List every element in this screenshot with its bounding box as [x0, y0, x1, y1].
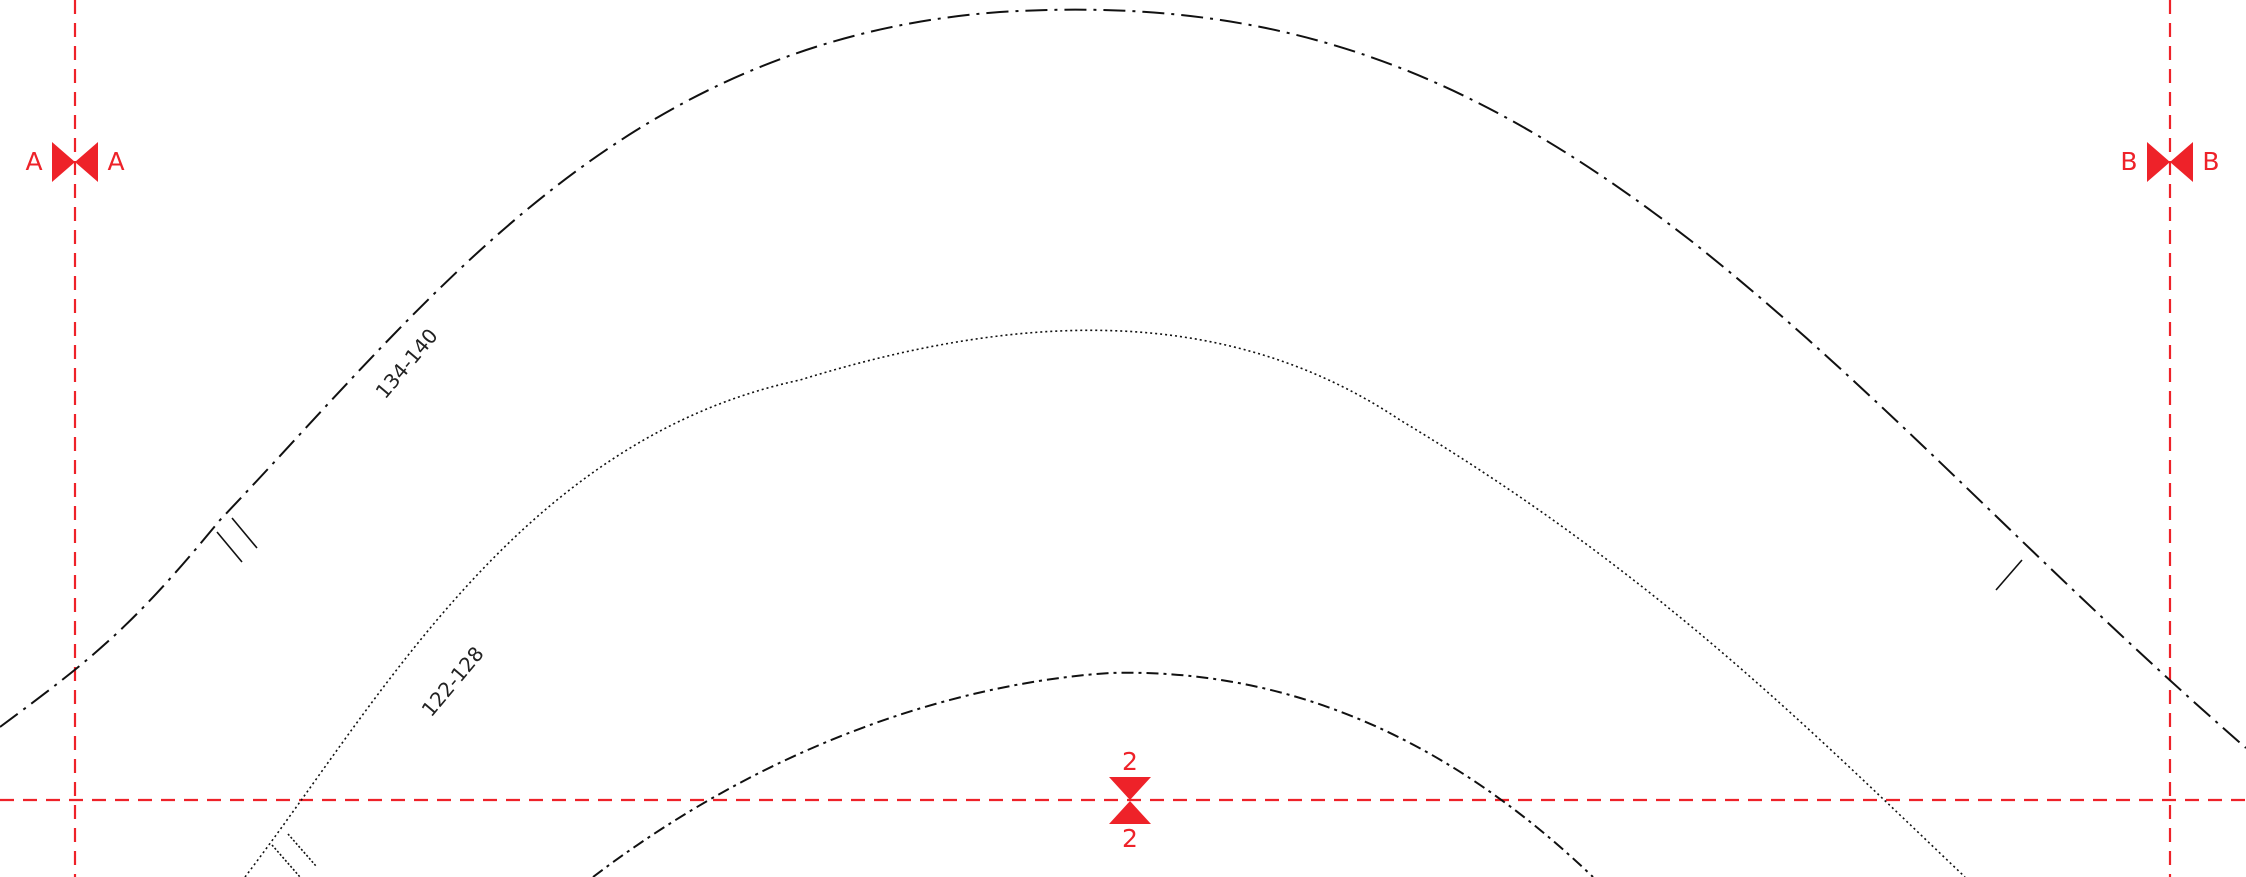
- marker-a-left-arrow: [52, 142, 75, 182]
- marker-2-top-label: 2: [1122, 747, 1138, 776]
- marker-2-bottom-label: 2: [1122, 824, 1138, 853]
- notch-marks: [216, 517, 2023, 877]
- outer-curve-size-label: 134-140: [371, 324, 443, 403]
- marker-b-left-label: B: [2120, 147, 2137, 176]
- marker-a-right-arrow: [75, 142, 98, 182]
- outer-curve: [0, 8, 2246, 749]
- marker-2: 2 2: [1109, 747, 1151, 853]
- marker-b-left-arrow: [2147, 142, 2170, 182]
- double-notch-outer-curve: [216, 517, 258, 563]
- marker-b-right-label: B: [2202, 147, 2219, 176]
- middle-curve-size-label: 122-128: [417, 642, 489, 721]
- marker-b: B B: [2120, 142, 2220, 182]
- marker-2-bottom-arrow: [1109, 801, 1151, 824]
- single-notch-outer-curve: [1995, 559, 2023, 591]
- inner-curve: [592, 671, 1594, 877]
- marker-b-right-arrow: [2170, 142, 2193, 182]
- pattern-curves: [0, 8, 2246, 877]
- marker-a-right-label: A: [107, 147, 124, 176]
- marker-2-top-arrow: [1109, 777, 1151, 800]
- double-notch-middle-curve: [271, 833, 317, 877]
- middle-curve: [244, 329, 1966, 877]
- marker-a: A A: [25, 142, 125, 182]
- marker-a-left-label: A: [25, 147, 42, 176]
